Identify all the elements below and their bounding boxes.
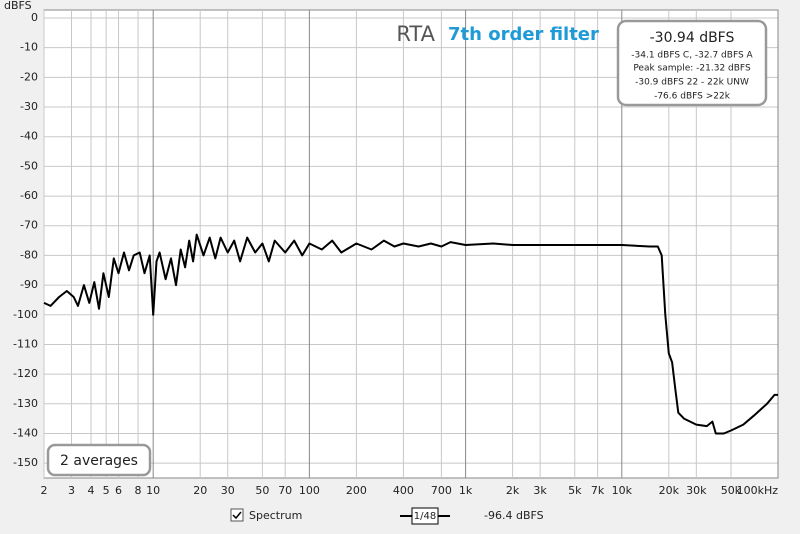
y-tick-label: -90	[20, 278, 38, 291]
checkmark	[232, 511, 242, 520]
y-tick-label: -120	[13, 367, 38, 380]
x-tick-label: 30k	[686, 484, 707, 497]
subtitle: 7th order filter	[448, 24, 599, 45]
y-tick-label: -110	[13, 337, 38, 350]
x-tick-label: 10	[146, 484, 160, 497]
title: RTA	[396, 22, 435, 46]
x-tick-label: 20k	[659, 484, 680, 497]
x-tick-label: 200	[346, 484, 367, 497]
spectrum-line	[43, 233, 778, 435]
x-tick-label: 5k	[568, 484, 582, 497]
y-tick-label: -30	[20, 100, 38, 113]
cursor-value: -96.4 dBFS	[484, 509, 544, 522]
y-tick-label: -60	[20, 189, 38, 202]
info-line: Peak sample: -21.32 dBFS	[633, 64, 751, 74]
legend-label: Spectrum	[249, 509, 302, 522]
y-tick-label: -70	[20, 219, 38, 232]
averages-label: 2 averages	[60, 453, 138, 469]
y-tick-label: -150	[13, 456, 38, 469]
x-tick-label: 700	[431, 484, 452, 497]
averages-box	[46, 443, 152, 477]
y-tick-label: -130	[13, 397, 38, 410]
y-tick-label: -100	[13, 308, 38, 321]
y-tick-label: -10	[20, 41, 38, 54]
x-tick-label: 7k	[591, 484, 605, 497]
y-tick-label: -40	[20, 130, 38, 143]
x-tick-label: 20	[193, 484, 207, 497]
smoothing-box[interactable]	[411, 507, 439, 525]
info-line: -76.6 dBFS >22k	[654, 92, 731, 102]
info-box	[616, 19, 768, 107]
info-line: -30.9 dBFS 22 - 22k UNW	[635, 78, 749, 88]
plot-line-layer	[43, 233, 778, 435]
info-line: -34.1 dBFS C, -32.7 dBFS A	[631, 51, 753, 61]
x-tick-label: 70	[278, 484, 292, 497]
x-tick-label: 10k	[612, 484, 633, 497]
y-axis-label: dBFS	[4, 0, 32, 12]
y-tick-label: -80	[20, 248, 38, 261]
x-tick-label: 2	[41, 484, 48, 497]
y-tick-label: -50	[20, 159, 38, 172]
x-tick-label: 400	[393, 484, 414, 497]
x-tick-label: 100kHz	[737, 484, 779, 497]
x-tick-label: 50	[255, 484, 269, 497]
x-tick-label: 5	[103, 484, 110, 497]
y-tick-label: -140	[13, 426, 38, 439]
x-tick-label: 2k	[506, 484, 520, 497]
y-tick-label: 0	[31, 11, 38, 24]
x-tick-label: 3	[68, 484, 75, 497]
smoothing-label: 1/48	[414, 511, 436, 522]
x-tick-label: 50k	[721, 484, 742, 497]
x-tick-label: 3k	[533, 484, 547, 497]
spectrum-checkbox[interactable]	[230, 508, 244, 522]
x-tick-label: 1k	[459, 484, 473, 497]
info-title: -30.94 dBFS	[650, 30, 735, 46]
x-tick-label: 100	[299, 484, 320, 497]
y-tick-label: -20	[20, 70, 38, 83]
x-tick-label: 30	[221, 484, 235, 497]
x-tick-label: 4	[88, 484, 95, 497]
x-tick-label: 8	[135, 484, 142, 497]
x-tick-label: 6	[115, 484, 122, 497]
